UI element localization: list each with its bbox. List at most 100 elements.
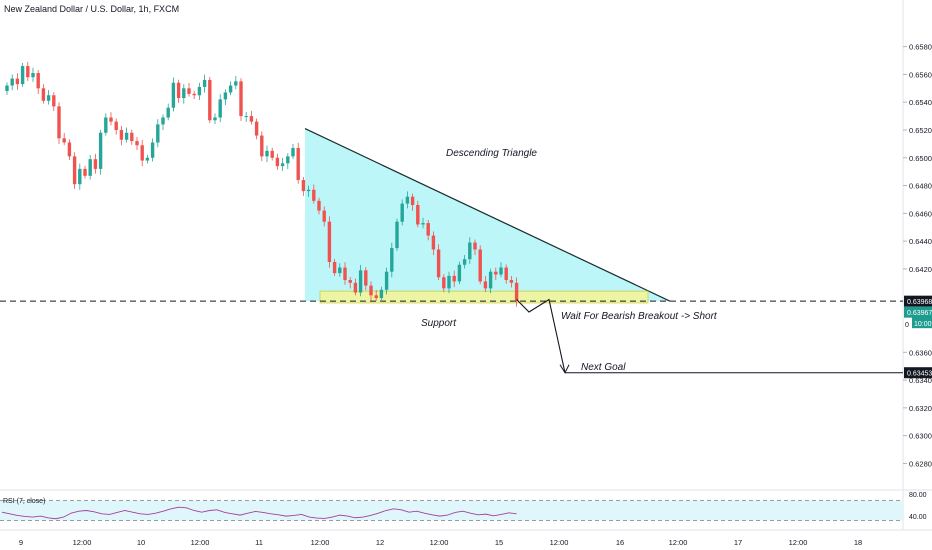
candle-body: [452, 275, 456, 282]
candle-body: [358, 270, 363, 293]
candle-body: [46, 95, 51, 101]
candle-body: [488, 271, 493, 289]
candle-body: [228, 85, 233, 93]
candle-body: [182, 88, 186, 99]
time-tick-label: 17: [734, 538, 742, 547]
candle-body: [20, 66, 25, 85]
time-tick-label: 10: [137, 538, 145, 547]
candle-body: [171, 82, 176, 108]
time-tick-label: 11: [255, 538, 263, 547]
candle-body: [218, 99, 222, 118]
candle-body: [400, 203, 404, 222]
candle-body: [374, 295, 378, 299]
candle-body: [286, 156, 290, 164]
last-price-tag-bg: [904, 306, 932, 318]
rsi-band: [0, 500, 903, 521]
candle-body: [265, 150, 269, 157]
candle-body: [447, 275, 451, 289]
triangle-resistance-line: [304, 128, 671, 302]
chart-title: New Zealand Dollar / U.S. Dollar, 1h, FX…: [4, 4, 180, 14]
candle-body: [10, 78, 14, 86]
rsi-line: [1, 506, 517, 520]
candle-body: [36, 73, 40, 89]
candle-body: [244, 116, 248, 118]
candle-body: [405, 196, 410, 204]
candle-body: [296, 148, 300, 181]
candle-body: [31, 73, 35, 78]
candle-body: [202, 79, 207, 87]
candle-body: [270, 150, 274, 158]
candle-body: [457, 264, 462, 282]
time-tick-label: 12:00: [430, 538, 449, 547]
candle-body: [187, 88, 191, 94]
time-tick-label: 12:00: [789, 538, 808, 547]
candle-body: [317, 200, 321, 211]
rsi-label: RSI (7, close): [3, 498, 45, 505]
candle-body: [369, 285, 373, 296]
candle-body: [478, 249, 482, 282]
candle-body: [384, 271, 389, 290]
time-tick-label: 12:00: [669, 538, 688, 547]
candle-body: [5, 85, 9, 92]
candle-body: [494, 271, 498, 275]
next-goal-label: Next Goal: [581, 362, 626, 373]
candle-body: [197, 86, 202, 96]
candle-body: [442, 277, 446, 289]
candle-body: [483, 281, 488, 289]
candle-body: [301, 180, 306, 192]
time-tick-label: 12:00: [550, 538, 569, 547]
candle-body: [436, 249, 441, 278]
rsi-tick-label: 80.00: [909, 492, 927, 499]
candle-body: [468, 242, 472, 260]
countdown-tag-bg: [912, 317, 932, 329]
candle-body: [504, 267, 508, 281]
candle-body: [332, 261, 337, 274]
candle-body: [353, 282, 358, 293]
candle-body: [67, 142, 72, 157]
candle-body: [166, 107, 170, 118]
time-tick-label: 15: [495, 538, 503, 547]
candle-body: [124, 132, 129, 140]
candle-body: [421, 223, 425, 225]
time-tick-label: 18: [854, 538, 862, 547]
candle-body: [41, 88, 46, 101]
countdown-prefix: 0: [905, 322, 909, 329]
candle-body: [291, 148, 295, 157]
breakout-label: Wait For Bearish Breakout -> Short: [561, 311, 718, 322]
candle-body: [208, 79, 212, 121]
candle-body: [119, 129, 124, 140]
time-tick-label: 12:00: [191, 538, 210, 547]
candle-body: [395, 221, 399, 249]
candle-body: [416, 205, 420, 225]
candle-body: [462, 259, 467, 265]
candle-body: [514, 282, 519, 301]
candle-body: [88, 159, 92, 176]
goal-price-tag: 0.63453: [907, 371, 932, 378]
candle-body: [275, 157, 280, 167]
candle-body: [176, 82, 181, 99]
support-price-tag: 0.63968: [907, 299, 932, 306]
goal-price-tag-bg: [904, 367, 932, 379]
candle-body: [145, 157, 150, 161]
candle-body: [431, 235, 436, 250]
candle-body: [130, 132, 134, 142]
candle-body: [249, 116, 254, 122]
projected-path: [516, 298, 566, 373]
candle-body: [410, 196, 415, 206]
support-price-tag-bg: [904, 295, 932, 307]
last-price-tag: 0.63967: [907, 310, 932, 317]
time-tick-label: 9: [19, 538, 23, 547]
candle-body: [327, 221, 332, 262]
candle-body: [140, 145, 144, 161]
time-tick-label: 12:00: [73, 538, 92, 547]
candle-body: [161, 117, 165, 125]
